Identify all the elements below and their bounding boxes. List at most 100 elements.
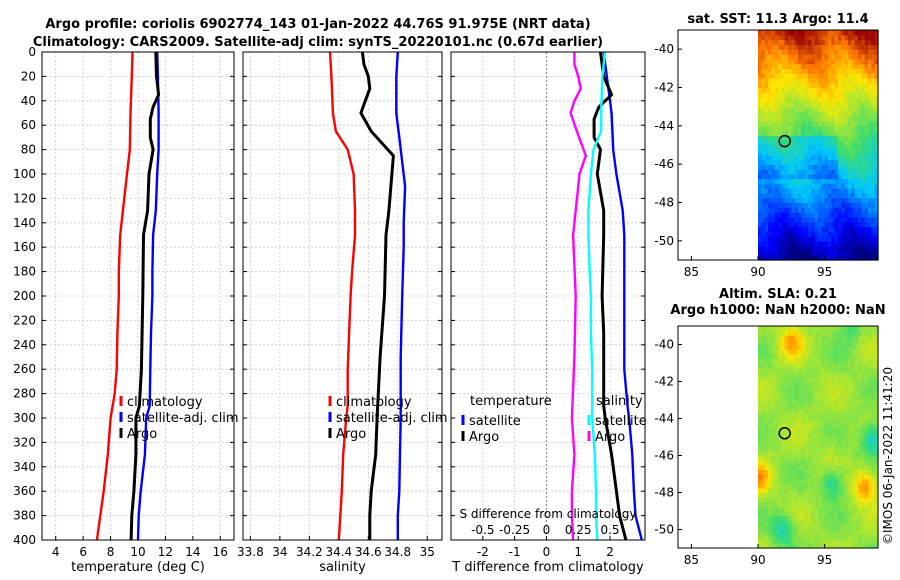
- map-cell: [818, 446, 822, 452]
- map-cell: [821, 30, 826, 36]
- map-cell: [874, 487, 879, 494]
- map-cell: [844, 326, 849, 332]
- map-cell: [781, 164, 786, 170]
- map-cell: [781, 221, 786, 228]
- map-cell: [788, 423, 792, 429]
- map-cell: [781, 469, 786, 475]
- map-cell: [838, 236, 842, 242]
- map-cell: [854, 464, 859, 471]
- map-cell: [844, 400, 849, 406]
- map-cell: [874, 145, 879, 151]
- map-cell: [801, 404, 806, 410]
- map-cell: [858, 363, 862, 369]
- map-x-tick-label: 95: [817, 265, 832, 279]
- map-cell: [771, 464, 776, 471]
- map-cell: [761, 197, 766, 204]
- map-cell: [874, 464, 879, 471]
- map-cell: [768, 197, 772, 204]
- map-cell: [844, 197, 849, 204]
- map-cell: [871, 212, 876, 218]
- map-cell: [774, 386, 779, 392]
- map-cell: [821, 432, 826, 438]
- map-cell: [834, 464, 839, 471]
- map-cell: [844, 140, 849, 146]
- map-cell: [831, 188, 836, 194]
- map-cell: [758, 326, 762, 332]
- map-cell: [848, 423, 852, 429]
- map-cell: [838, 427, 842, 434]
- map-cell: [801, 169, 806, 175]
- map-cell: [834, 423, 839, 429]
- y-tick-label: 100: [13, 167, 36, 181]
- map-cell: [828, 534, 832, 540]
- map-cell: [858, 446, 862, 452]
- map-cell: [821, 169, 826, 175]
- map-cell: [761, 409, 766, 415]
- map-cell: [844, 202, 849, 208]
- map-cell: [844, 497, 849, 503]
- map-cell: [804, 121, 809, 127]
- map-cell: [778, 349, 782, 355]
- map-cell: [798, 418, 802, 424]
- map-cell: [841, 116, 846, 122]
- map-cell: [864, 437, 869, 443]
- map-cell: [784, 68, 789, 74]
- map-cell: [814, 54, 819, 60]
- map-cell: [854, 413, 859, 420]
- x-axis-label: T difference from climatology: [451, 560, 644, 575]
- map-cell: [828, 501, 832, 508]
- map-cell: [861, 386, 866, 392]
- map-cell: [804, 529, 809, 535]
- map-cell: [768, 538, 772, 545]
- map-cell: [804, 54, 809, 60]
- map-cell: [798, 524, 802, 531]
- map-cell: [874, 511, 879, 517]
- legend-label: satellite: [595, 414, 647, 429]
- map-cell: [824, 106, 829, 113]
- map-cell: [868, 464, 872, 471]
- map-cell: [774, 492, 779, 498]
- map-cell: [814, 245, 819, 251]
- map-cell: [808, 212, 812, 218]
- map-cell: [834, 226, 839, 232]
- map-cell: [858, 413, 862, 420]
- map-cell: [801, 450, 806, 457]
- map-cell: [824, 404, 829, 410]
- map-cell: [774, 363, 779, 369]
- map-cell: [791, 44, 796, 50]
- map-cell: [818, 121, 822, 127]
- map-cell: [824, 73, 829, 79]
- map-cell: [848, 446, 852, 452]
- map-cell: [794, 501, 799, 508]
- map-cell: [774, 437, 779, 443]
- map-cell: [788, 202, 792, 208]
- map-cell: [778, 111, 782, 117]
- map-cell: [761, 506, 766, 512]
- map-cell: [861, 376, 866, 383]
- map-cell: [861, 339, 866, 346]
- map-cell: [808, 386, 812, 392]
- map-cell: [788, 538, 792, 545]
- map-cell: [828, 82, 832, 89]
- map-cell: [798, 54, 802, 60]
- map-cell: [821, 372, 826, 378]
- map-cell: [841, 363, 846, 369]
- map-cell: [841, 34, 846, 41]
- map-cell: [864, 135, 869, 141]
- map-cell: [844, 245, 849, 251]
- map-cell: [784, 478, 789, 484]
- imos-timestamp: ©IMOS 06-Jan-2022 11:41:20: [881, 367, 895, 545]
- map-cell: [871, 240, 876, 247]
- map-cell: [811, 326, 816, 332]
- map-cell: [848, 474, 852, 480]
- map-cell: [764, 386, 769, 392]
- map-cell: [784, 173, 789, 180]
- map-cell: [761, 130, 766, 136]
- map-cell: [874, 221, 879, 228]
- map-cell: [761, 376, 766, 383]
- map-cell: [824, 82, 829, 89]
- map-cell: [798, 446, 802, 452]
- map-cell: [771, 376, 776, 383]
- map-cell: [771, 44, 776, 50]
- map-cell: [781, 197, 786, 204]
